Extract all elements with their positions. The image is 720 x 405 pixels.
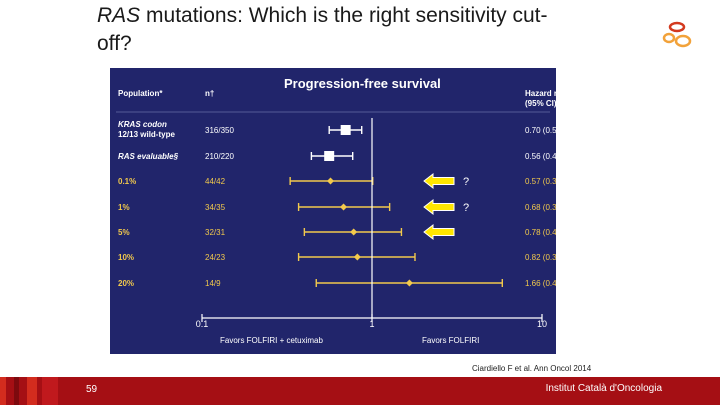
- row-hr-text: 1.66 (0.47–5.84): [525, 279, 556, 288]
- arrow-question-label: ?: [463, 202, 469, 214]
- row-n: 210/220: [205, 152, 234, 161]
- slide-title: RAS mutations: Which is the right sensit…: [97, 2, 577, 58]
- point-estimate-square: [340, 125, 351, 135]
- point-estimate-diamond: [340, 203, 348, 211]
- chart-title: Progression-free survival: [284, 76, 441, 91]
- xlabel-left: Favors FOLFIRI + cetuximab: [220, 336, 323, 345]
- row-population: 5%: [118, 228, 130, 237]
- footer-stripe-3: [27, 377, 37, 405]
- row-population: RAS evaluable§: [118, 152, 179, 161]
- forest-plot-panel: Progression-free survival Population* n†…: [110, 68, 556, 354]
- footer-bar: [0, 377, 720, 405]
- arrow-left-icon: [423, 172, 455, 190]
- header-population: Population*: [118, 89, 163, 98]
- row-hr-text: 0.78 (0.40–1.49): [525, 228, 556, 237]
- row-population-line2: 12/13 wild-type: [118, 130, 175, 139]
- forest-row: 5% 32/31 0.78 (0.40–1.49): [118, 223, 556, 241]
- row-hr-text: 0.82 (0.37–1.79): [525, 253, 556, 262]
- title-italic: RAS: [97, 4, 141, 27]
- title-rest: mutations: Which is the right sensitivit…: [97, 4, 548, 55]
- point-estimate-diamond: [326, 177, 334, 185]
- citation: Ciardiello F et al. Ann Oncol 2014: [472, 364, 592, 373]
- point-estimate-square: [324, 151, 335, 161]
- point-estimate-diamond: [405, 279, 413, 287]
- row-n: 24/23: [205, 253, 226, 262]
- page-number: 59: [86, 384, 98, 395]
- arrow-left-icon: [423, 223, 455, 241]
- forest-row: 20% 14/9 1.66 (0.47–5.84): [118, 279, 556, 288]
- header-n: n†: [205, 89, 214, 98]
- x-tick-label: 1: [369, 319, 374, 329]
- row-hr-text: 0.57 (0.33–1.01): [525, 177, 556, 186]
- row-n: 316/350: [205, 126, 234, 135]
- forest-plot: Progression-free survival Population* n†…: [116, 76, 556, 345]
- axis-layer: 0.1 1 10: [196, 118, 547, 329]
- row-hr-text: 0.68 (0.37–1.27): [525, 203, 556, 212]
- row-n: 14/9: [205, 279, 221, 288]
- row-population: 1%: [118, 203, 130, 212]
- row-population: 20%: [118, 279, 134, 288]
- forest-row: RAS evaluable§ 210/220 0.56 (0.44–0.77): [118, 151, 556, 161]
- forest-row: 1% 34/35 0.68 (0.37–1.27)?: [118, 198, 556, 216]
- header-hr: Hazard ratio: [525, 89, 556, 98]
- point-estimate-diamond: [350, 228, 358, 236]
- x-tick-label: 0.1: [196, 319, 209, 329]
- row-population: KRAS codon: [118, 120, 167, 129]
- footer-stripe-1: [0, 377, 6, 405]
- x-tick-label: 10: [537, 319, 547, 329]
- row-n: 34/35: [205, 203, 226, 212]
- row-population: 10%: [118, 253, 134, 262]
- row-hr-text: 0.70 (0.56–0.87): [525, 126, 556, 135]
- forest-row: 0.1% 44/42 0.57 (0.33–1.01)?: [118, 172, 556, 190]
- row-n: 32/31: [205, 228, 226, 237]
- logo-icon: [662, 21, 692, 48]
- xlabel-right: Favors FOLFIRI: [422, 336, 479, 345]
- point-estimate-diamond: [353, 253, 361, 261]
- footer-stripe-4: [42, 377, 58, 405]
- arrow-left-icon: [423, 198, 455, 216]
- footer-stripe-2: [14, 377, 19, 405]
- organization-name: Institut Català d'Oncologia: [545, 383, 662, 394]
- row-n: 44/42: [205, 177, 226, 186]
- forest-row: 10% 24/23 0.82 (0.37–1.79): [118, 253, 556, 262]
- arrow-question-label: ?: [463, 176, 469, 188]
- row-hr-text: 0.56 (0.44–0.77): [525, 152, 556, 161]
- row-population: 0.1%: [118, 177, 136, 186]
- header-hr-ci: (95% CI)‡: [525, 99, 556, 108]
